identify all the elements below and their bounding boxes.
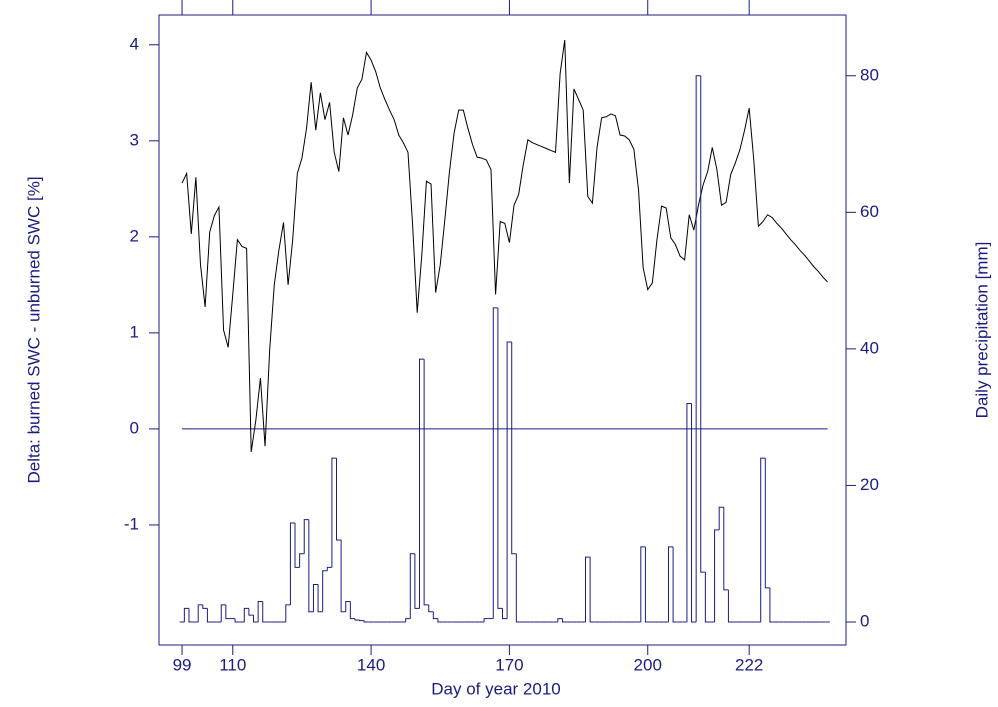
y-tick-label: 1 xyxy=(130,322,139,341)
precip-step xyxy=(428,604,434,613)
precip-step xyxy=(492,307,498,619)
precip-step xyxy=(727,589,734,623)
precip-step xyxy=(423,359,429,606)
precip-step xyxy=(317,584,323,613)
x-tick-label: 110 xyxy=(219,655,246,674)
precip-step xyxy=(437,618,443,623)
precip-step xyxy=(359,619,365,622)
precip-step xyxy=(667,546,674,622)
precip-step xyxy=(340,540,346,613)
precip-step xyxy=(354,618,360,621)
precip-step xyxy=(326,566,332,571)
precip-step xyxy=(336,458,342,541)
y2-tick-label: 80 xyxy=(860,65,879,84)
y2-tick-label: 60 xyxy=(860,202,879,221)
precip-step xyxy=(584,556,591,622)
precip-step xyxy=(225,604,231,620)
precip-step xyxy=(289,522,296,605)
precip-step xyxy=(257,601,263,622)
precip-step xyxy=(718,506,724,530)
precip-step xyxy=(557,618,563,622)
precip-step xyxy=(248,608,254,616)
precip-step xyxy=(262,601,268,623)
x-tick-label: 222 xyxy=(735,655,763,674)
precip-step xyxy=(644,546,651,623)
precip-step xyxy=(243,607,249,622)
precip-step xyxy=(322,570,328,612)
precip-step xyxy=(220,604,226,622)
precip-step xyxy=(331,457,337,568)
y2-axis-label: Daily precipitation [mm] xyxy=(972,242,991,419)
precip-step xyxy=(308,519,314,613)
precip-step xyxy=(497,307,503,609)
precip-step xyxy=(345,601,351,612)
precip-step xyxy=(349,601,355,620)
precip-step xyxy=(686,403,692,622)
precip-step xyxy=(294,522,300,568)
x-tick-label: 99 xyxy=(173,655,192,674)
precip-step xyxy=(691,403,697,623)
precip-step xyxy=(695,75,701,622)
y-tick-label: 4 xyxy=(130,34,139,53)
x-tick-label: 140 xyxy=(357,655,385,674)
precip-step xyxy=(723,507,729,591)
precip-step xyxy=(714,529,720,622)
precip-step xyxy=(234,618,240,623)
precip-step xyxy=(432,611,438,620)
precip-step xyxy=(253,615,259,623)
precip-step xyxy=(506,341,512,619)
x-tick-label: 170 xyxy=(495,655,523,674)
precip-step xyxy=(769,587,775,623)
precip-step xyxy=(515,553,521,623)
precip-step xyxy=(303,519,309,554)
x-axis-label: Day of year 2010 xyxy=(431,679,560,698)
precip-step xyxy=(197,604,203,622)
precip-step xyxy=(700,75,706,573)
precip-step xyxy=(589,557,595,623)
plot-frame xyxy=(158,14,847,646)
precip-step xyxy=(363,620,369,623)
y2-tick-label: 20 xyxy=(860,475,879,494)
y-tick-label: 2 xyxy=(130,226,139,245)
y-tick-label: -1 xyxy=(124,514,139,533)
y2-tick-label: 40 xyxy=(860,338,879,357)
precip-step xyxy=(502,608,508,620)
precip-step xyxy=(764,458,770,589)
precip-step xyxy=(419,358,425,609)
precip-step xyxy=(672,546,678,623)
y-tick-label: 3 xyxy=(130,130,139,149)
y-axis-label: Delta: burned SWC - unburned SWC [%] xyxy=(24,176,43,483)
precip-step xyxy=(760,457,766,622)
precip-step xyxy=(202,604,208,609)
y2-tick-label: 0 xyxy=(860,611,869,630)
precip-step xyxy=(483,618,489,622)
x-tick-label: 200 xyxy=(634,655,662,674)
precip-step xyxy=(188,608,194,623)
precip-step xyxy=(561,618,568,623)
precip-step xyxy=(206,608,213,623)
precip-step xyxy=(183,607,189,622)
precip-step xyxy=(285,604,291,622)
precip-step xyxy=(299,553,305,568)
precip-step xyxy=(704,572,710,623)
precip-step xyxy=(640,546,646,622)
precip-step xyxy=(414,553,420,609)
precip-step xyxy=(511,342,517,555)
precip-step xyxy=(405,618,411,622)
precip-step xyxy=(409,553,415,619)
precip-step xyxy=(312,583,319,612)
y-tick-label: 0 xyxy=(130,418,139,437)
swc-line xyxy=(181,39,828,453)
